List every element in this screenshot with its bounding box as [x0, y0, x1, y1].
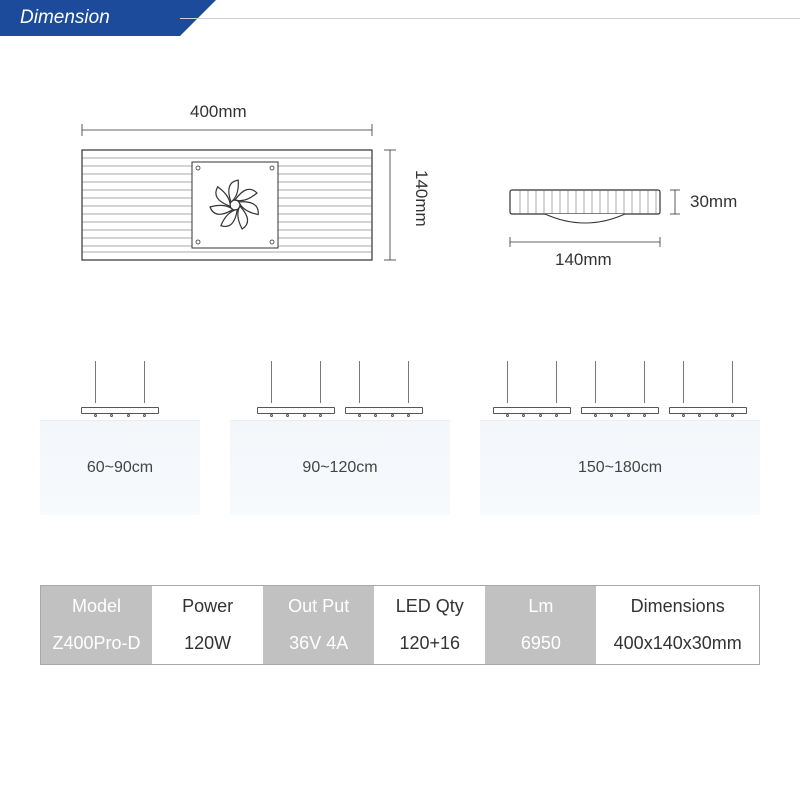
- range-label: 60~90cm: [87, 459, 153, 477]
- spec-value: 120+16: [378, 633, 481, 654]
- side-width-label: 140mm: [555, 250, 612, 270]
- spec-table: Model Z400Pro-D Power 120W Out Put 36V 4…: [40, 585, 760, 665]
- spec-col-dimensions: Dimensions 400x140x30mm: [596, 586, 759, 664]
- hanging-light: [669, 361, 747, 421]
- range-label: 150~180cm: [578, 459, 662, 477]
- spec-head: Model: [45, 596, 148, 617]
- header-divider: [180, 18, 800, 19]
- tank: 60~90cm: [40, 420, 200, 515]
- spec-head: Out Put: [267, 596, 370, 617]
- range-block: 150~180cm: [480, 360, 760, 515]
- section-header: Dimension: [0, 0, 180, 36]
- range-block: 90~120cm: [230, 360, 450, 515]
- hanging-lights: [40, 361, 200, 421]
- spec-col-lm: Lm 6950: [485, 586, 596, 664]
- spec-col-model: Model Z400Pro-D: [41, 586, 152, 664]
- spec-head: LED Qty: [378, 596, 481, 617]
- spec-value: 6950: [489, 633, 592, 654]
- dimension-diagram: 400mm 140mm 30mm 140mm: [0, 100, 800, 330]
- spec-value: 36V 4A: [267, 633, 370, 654]
- spec-value: 120W: [156, 633, 259, 654]
- side-height-label: 30mm: [690, 192, 737, 212]
- spec-value: Z400Pro-D: [45, 633, 148, 654]
- top-width-label: 400mm: [190, 102, 247, 122]
- hanging-light: [81, 361, 159, 421]
- side-view-drawing: [500, 160, 720, 260]
- range-label: 90~120cm: [302, 459, 377, 477]
- spec-col-ledqty: LED Qty 120+16: [374, 586, 485, 664]
- hanging-lights: [480, 361, 760, 421]
- top-height-label: 140mm: [411, 170, 431, 227]
- spec-col-power: Power 120W: [152, 586, 263, 664]
- hanging-light: [493, 361, 571, 421]
- range-block: 60~90cm: [40, 360, 200, 515]
- tank: 150~180cm: [480, 420, 760, 515]
- tank-ranges-row: 60~90cm 90~120cm 150~180cm: [40, 360, 760, 515]
- spec-head: Power: [156, 596, 259, 617]
- spec-head: Lm: [489, 596, 592, 617]
- tank: 90~120cm: [230, 420, 450, 515]
- spec-col-output: Out Put 36V 4A: [263, 586, 374, 664]
- hanging-light: [581, 361, 659, 421]
- hanging-light: [345, 361, 423, 421]
- top-view-drawing: [70, 120, 410, 290]
- hanging-lights: [230, 361, 450, 421]
- spec-head: Dimensions: [600, 596, 755, 617]
- hanging-light: [257, 361, 335, 421]
- section-title: Dimension: [20, 7, 110, 28]
- spec-value: 400x140x30mm: [600, 633, 755, 654]
